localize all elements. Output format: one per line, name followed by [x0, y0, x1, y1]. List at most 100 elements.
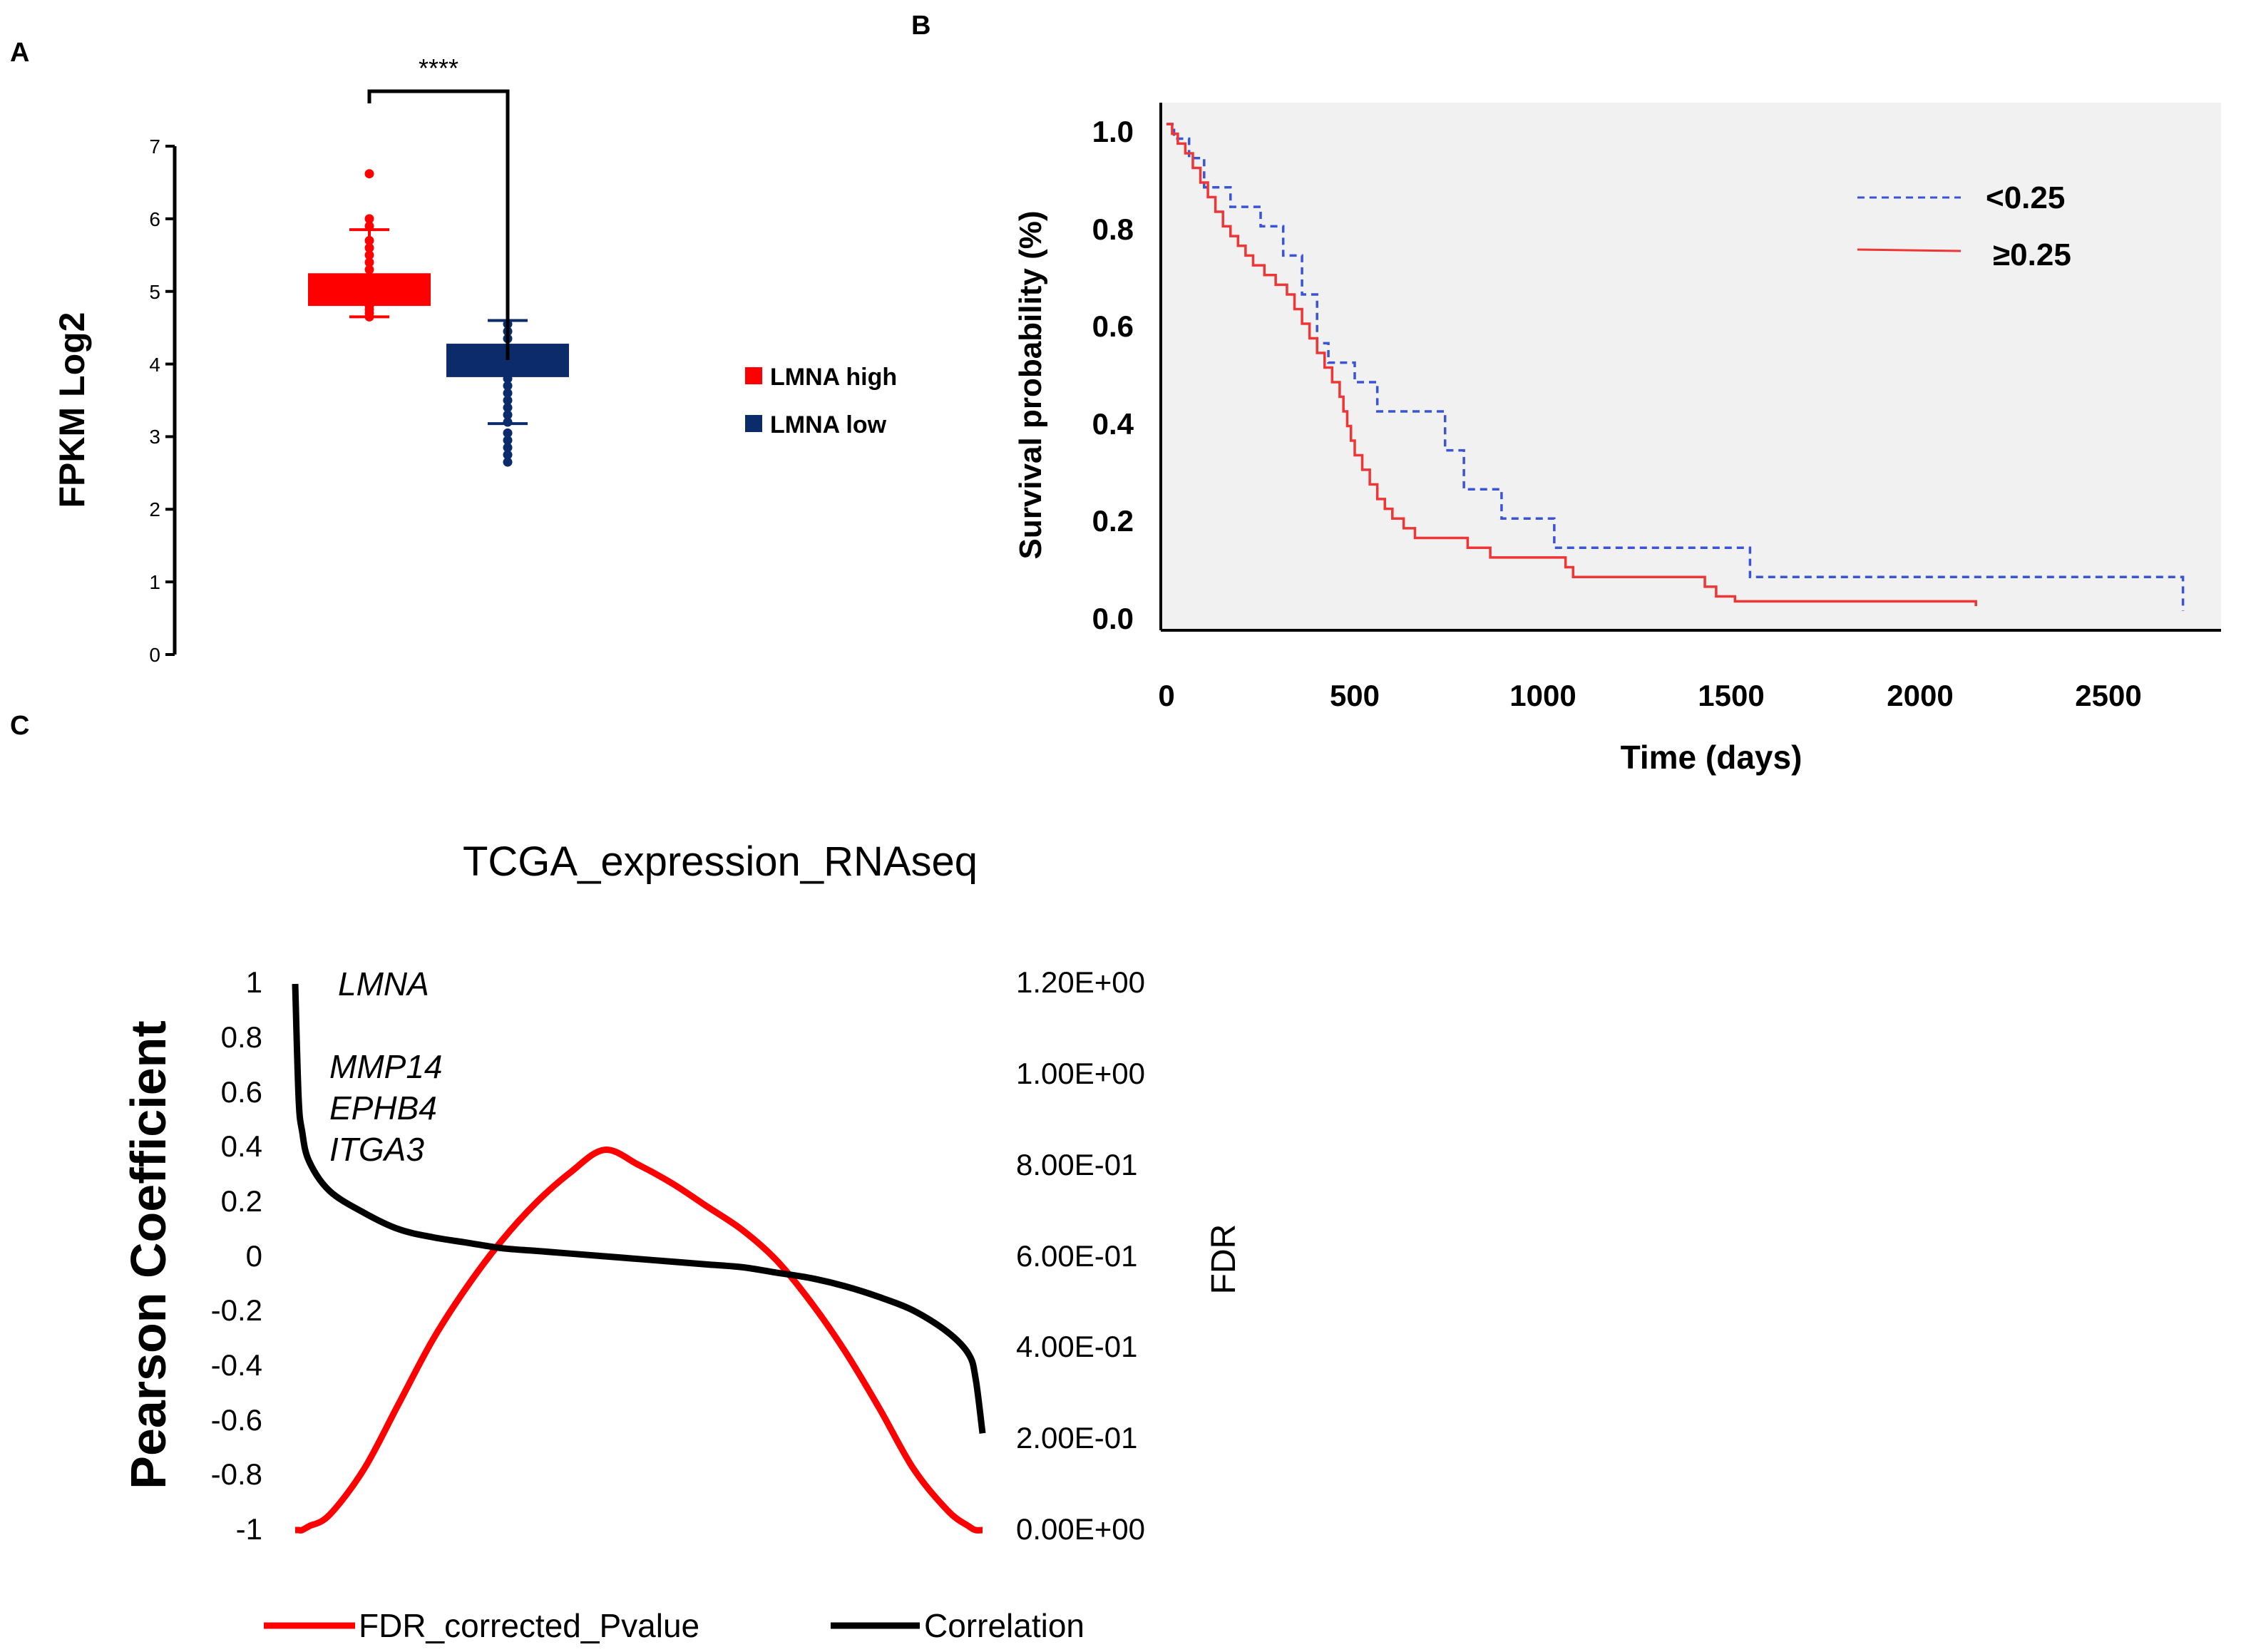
- panel-b-xtick: 2000: [1887, 679, 1953, 712]
- panel-c-y2tick: 1.00E+00: [1016, 1057, 1145, 1090]
- panel-b-marks: [1166, 123, 2185, 611]
- data-point-lmna-high: [364, 250, 374, 260]
- panel-a-ytick: 6: [149, 208, 160, 230]
- panel-b-plot-background: [1161, 103, 2221, 630]
- panel-c-ytick: 0.2: [221, 1184, 262, 1218]
- panel-c-y2tick: 0.00E+00: [1016, 1512, 1145, 1546]
- data-point-lmna-high: [364, 169, 374, 179]
- panel-c-y-label: Pearson Coefficient: [120, 1020, 176, 1489]
- data-point-lmna-high: [364, 272, 374, 282]
- panel-b-ytick: 0.4: [1092, 407, 1134, 441]
- panel-c-chart: TCGA_expression_RNAseq 1 0.8 0.6 0.4 0.2…: [120, 838, 1243, 1644]
- panel-c-ytick: -1: [236, 1512, 262, 1546]
- data-point-lmna-low: [503, 396, 513, 405]
- gene-label-itga3: ITGA3: [329, 1131, 424, 1168]
- data-point-lmna-low: [503, 450, 513, 460]
- panel-c-legend: FDR_corrected_Pvalue Correlation: [264, 1607, 1084, 1644]
- panel-a-legend: LMNA high LMNA low: [745, 364, 897, 438]
- panel-a-ytick: 2: [149, 498, 160, 520]
- panel-b-legend: <0.25 ≥0.25: [1857, 180, 2071, 272]
- data-point-lmna-high: [364, 279, 374, 289]
- panel-b-ytick: 0.2: [1092, 504, 1134, 538]
- panel-b-xtick: 0: [1158, 679, 1174, 712]
- data-point-lmna-low: [503, 436, 513, 446]
- panel-b-xtick: 1000: [1509, 679, 1576, 712]
- panel-b-ytick: 1.0: [1092, 115, 1134, 148]
- gene-label-lmna: LMNA: [338, 965, 429, 1002]
- data-point-lmna-low: [503, 359, 513, 369]
- panel-b-xtick: 500: [1330, 679, 1380, 712]
- panel-c-title: TCGA_expression_RNAseq: [463, 838, 978, 885]
- panel-c-ytick: -0.2: [211, 1293, 262, 1327]
- panel-c-marks: [292, 983, 986, 1534]
- legend-label-high: ≥0.25: [1993, 237, 2071, 272]
- panel-a-y-label: FPKM Log2: [52, 312, 92, 508]
- panel-c-ytick: 1: [246, 965, 262, 999]
- panel-b-chart: 0.0 0.2 0.4 0.6 0.8 1.0 0 500 1000 1500 …: [1013, 103, 2221, 776]
- panel-c-left-ticks: 1 0.8 0.6 0.4 0.2 0 -0.2 -0.4 -0.6 -0.8 …: [211, 965, 262, 1546]
- panel-c-ytick: 0.4: [221, 1129, 262, 1163]
- data-point-lmna-low: [503, 403, 513, 413]
- panel-b-y-label: Survival probability (%): [1013, 211, 1048, 560]
- survival-curve-high: [1166, 123, 1977, 607]
- data-point-lmna-low: [503, 374, 513, 384]
- data-point-lmna-high: [364, 235, 374, 245]
- panel-c-y2tick: 2.00E-01: [1016, 1421, 1137, 1455]
- panel-c-y2tick: 8.00E-01: [1016, 1148, 1137, 1181]
- legend-line-high: [1857, 248, 1962, 252]
- data-point-lmna-high: [364, 294, 374, 304]
- panel-b-ytick: 0.0: [1092, 602, 1134, 635]
- panel-c-y2-label: FDR: [1205, 1224, 1243, 1295]
- data-point-lmna-low: [503, 381, 513, 391]
- data-point-lmna-low: [503, 417, 513, 427]
- data-point-lmna-high: [364, 287, 374, 297]
- panel-a-marks: [165, 145, 569, 656]
- panel-a-ytick: 1: [149, 571, 160, 593]
- data-point-lmna-low: [503, 428, 513, 438]
- panel-a-ytick: 4: [149, 354, 160, 376]
- fdr-curve: [294, 1146, 983, 1534]
- legend-swatch-lmna-high: [745, 367, 762, 384]
- data-point-lmna-low: [503, 457, 513, 467]
- panel-b-x-ticks: 0 500 1000 1500 2000 2500: [1158, 679, 2141, 712]
- panel-b-ytick: 0.6: [1092, 309, 1134, 343]
- data-point-lmna-low: [503, 366, 513, 376]
- gene-annotations: LMNA MMP14 EPHB4 ITGA3: [329, 965, 442, 1168]
- correlation-curve: [292, 983, 986, 1434]
- panel-c-y2tick: 6.00E-01: [1016, 1239, 1137, 1273]
- panel-b-xtick: 1500: [1698, 679, 1764, 712]
- panel-a-ticks: 0 1 2 3 4 5 6 7: [149, 135, 160, 666]
- panel-label-c: C: [10, 711, 29, 741]
- panel-a-chart: 0 1 2 3 4 5 6 7 FPKM Log2 **** LMNA high…: [52, 53, 897, 666]
- panel-a-ytick: 0: [149, 644, 160, 666]
- data-point-lmna-high: [364, 221, 374, 231]
- legend-swatch-lmna-low: [745, 415, 762, 432]
- legend-label-lmna-high: LMNA high: [770, 364, 897, 391]
- data-point-lmna-low: [503, 410, 513, 420]
- panel-a-ytick: 3: [149, 426, 160, 448]
- survival-curve-low: [1166, 123, 2185, 611]
- gene-label-mmp14: MMP14: [329, 1048, 442, 1085]
- data-point-lmna-high: [364, 214, 374, 224]
- panel-label-b: B: [911, 11, 930, 41]
- significance-bracket: [367, 89, 510, 360]
- panel-b-ytick: 0.8: [1092, 212, 1134, 246]
- panel-b-xtick: 2500: [2075, 679, 2141, 712]
- panel-c-ytick: -0.8: [211, 1457, 262, 1491]
- gene-label-ephb4: EPHB4: [329, 1089, 437, 1127]
- panel-label-a: A: [10, 38, 29, 68]
- data-point-lmna-high: [364, 257, 374, 267]
- data-point-lmna-high: [364, 243, 374, 253]
- panel-c-right-ticks: 1.20E+00 1.00E+00 8.00E-01 6.00E-01 4.00…: [1016, 965, 1145, 1546]
- panel-c-ytick: 0.8: [221, 1020, 262, 1054]
- panel-b-x-label: Time (days): [1621, 739, 1803, 776]
- panel-c-ytick: -0.4: [211, 1348, 262, 1382]
- panel-c-y2tick: 1.20E+00: [1016, 965, 1145, 999]
- panel-c-ytick: 0.6: [221, 1075, 262, 1109]
- panel-c-ytick: -0.6: [211, 1403, 262, 1437]
- data-point-lmna-low: [503, 443, 513, 453]
- data-point-lmna-high: [364, 312, 374, 322]
- data-point-lmna-low: [503, 388, 513, 398]
- legend-label-correlation: Correlation: [924, 1607, 1084, 1644]
- legend-label-lmna-low: LMNA low: [770, 411, 887, 438]
